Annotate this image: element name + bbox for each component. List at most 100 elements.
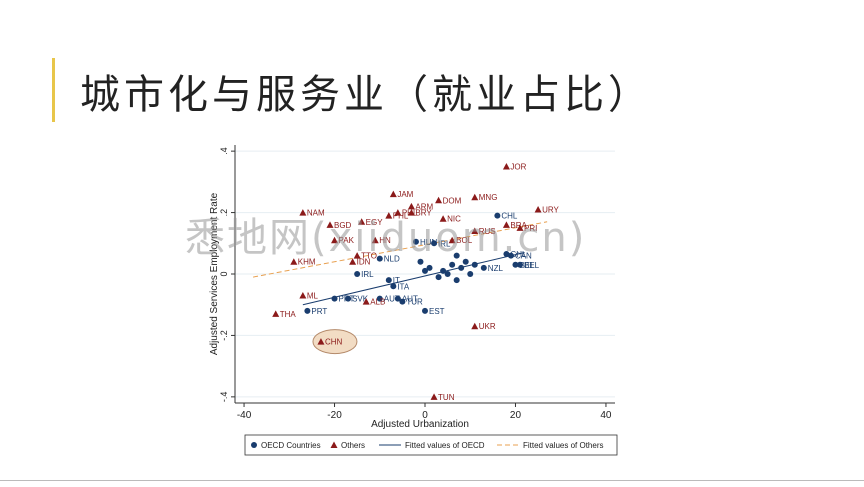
oecd-point <box>503 251 510 258</box>
others-point <box>299 209 307 216</box>
others-point <box>349 258 357 265</box>
axes: -40 -20 0 20 40 -.4 -.2 0 .2 .4 <box>219 145 615 421</box>
point-label: SVK <box>352 295 369 304</box>
point-label: URY <box>542 206 559 215</box>
point-label: HN <box>379 236 391 245</box>
others-point <box>516 224 524 231</box>
oecd-point <box>471 261 478 268</box>
point-label: IT <box>393 276 400 285</box>
oecd-point <box>444 271 451 277</box>
point-label: DOM <box>443 196 462 205</box>
others-point <box>290 258 298 265</box>
y-axis-label: Adjusted Services Employment Rate <box>209 192 220 355</box>
point-label: EST <box>429 307 445 316</box>
oecd-point <box>440 267 447 274</box>
point-label: CHL <box>501 212 518 221</box>
y-tick-label: -.2 <box>219 330 229 341</box>
chart-panel: CHL CHL CAN BEL BEL HUN IRL NZL NLD IRL IT ITA AUT AU… <box>205 137 625 461</box>
legend-label: Others <box>341 441 365 450</box>
point-label: BOL <box>456 236 473 245</box>
point-label: IRL <box>361 270 374 279</box>
legend: OECD Countries Others Fitted values of OEC… <box>244 434 618 456</box>
others-point <box>439 215 447 222</box>
oecd-point <box>467 271 474 277</box>
point-label: CHN <box>325 338 343 347</box>
bottom-divider <box>0 480 864 481</box>
point-label: BRY <box>415 209 432 218</box>
legend-label: Fitted values of OECD <box>405 441 485 450</box>
point-label: PHL <box>402 209 418 218</box>
point-label: PHL <box>393 212 409 221</box>
point-label: BEL <box>519 261 535 270</box>
oecd-point <box>462 258 469 265</box>
point-label: TUR <box>406 298 423 307</box>
point-label: RUS <box>479 227 496 236</box>
oecd-point <box>399 298 406 305</box>
oecd-point <box>426 264 433 271</box>
legend-label: Fitted values of Others <box>523 441 603 450</box>
x-tick-label: 0 <box>422 410 428 421</box>
others-point <box>371 236 379 244</box>
others-point <box>471 227 479 234</box>
point-label: TTO <box>361 252 377 261</box>
point-label: NIC <box>447 215 461 224</box>
others-point <box>331 236 339 244</box>
others-point <box>407 209 415 216</box>
others-point <box>299 292 307 299</box>
x-tick-label: -40 <box>237 410 252 421</box>
oecd-point <box>435 274 442 281</box>
others-point <box>389 190 397 198</box>
point-label: AUT <box>384 295 400 304</box>
oecd-point <box>422 307 428 314</box>
point-label: MNG <box>479 193 498 202</box>
point-label: EGY <box>366 218 384 227</box>
oecd-point <box>417 258 424 265</box>
oecd-point <box>385 277 392 284</box>
x-axis-label: Adjusted Urbanization <box>371 419 469 430</box>
others-point <box>272 310 280 317</box>
point-label: NZL <box>488 264 504 273</box>
point-label: IRL <box>438 239 451 248</box>
watermark: 悉地网(xiiduom.cn) <box>185 215 587 261</box>
oecd-point <box>431 240 438 247</box>
oecd-point <box>458 264 465 271</box>
others-point <box>385 212 393 219</box>
point-label: CHL <box>510 250 527 259</box>
x-tick-label: 20 <box>510 410 522 421</box>
others-point <box>430 393 438 400</box>
others-point <box>362 298 370 305</box>
grid <box>235 150 615 398</box>
oecd-point <box>412 238 419 245</box>
oecd-point <box>453 252 460 259</box>
point-label: THA <box>280 310 297 319</box>
title-accent-bar <box>52 58 55 122</box>
point-label: PRI <box>524 224 537 233</box>
fit-line-others <box>253 221 548 278</box>
oecd-point <box>422 267 428 274</box>
point-label: BEL <box>524 261 540 270</box>
oecd-point <box>345 295 352 302</box>
highlight-ellipse <box>312 329 358 355</box>
others-point <box>448 236 456 244</box>
y-tick-label: -.4 <box>219 392 229 403</box>
oecd-point <box>507 252 514 259</box>
point-label: ALB <box>370 298 385 307</box>
legend-label: OECD Countries <box>261 441 321 450</box>
point-label: UKR <box>479 322 496 331</box>
point-label: PRT <box>339 295 355 304</box>
point-label: NLD <box>384 255 400 264</box>
oecd-point <box>376 255 383 262</box>
y-tick-label: .4 <box>219 147 229 155</box>
oecd-point <box>376 295 383 302</box>
point-label: NAM <box>307 209 325 218</box>
oecd-point <box>453 277 460 284</box>
oecd-point <box>354 271 361 277</box>
y-tick-label: .2 <box>219 209 229 217</box>
oecd-point <box>304 307 311 314</box>
point-label: ITA <box>397 282 410 291</box>
point-label: HUN <box>420 238 438 247</box>
others-point <box>358 218 366 225</box>
